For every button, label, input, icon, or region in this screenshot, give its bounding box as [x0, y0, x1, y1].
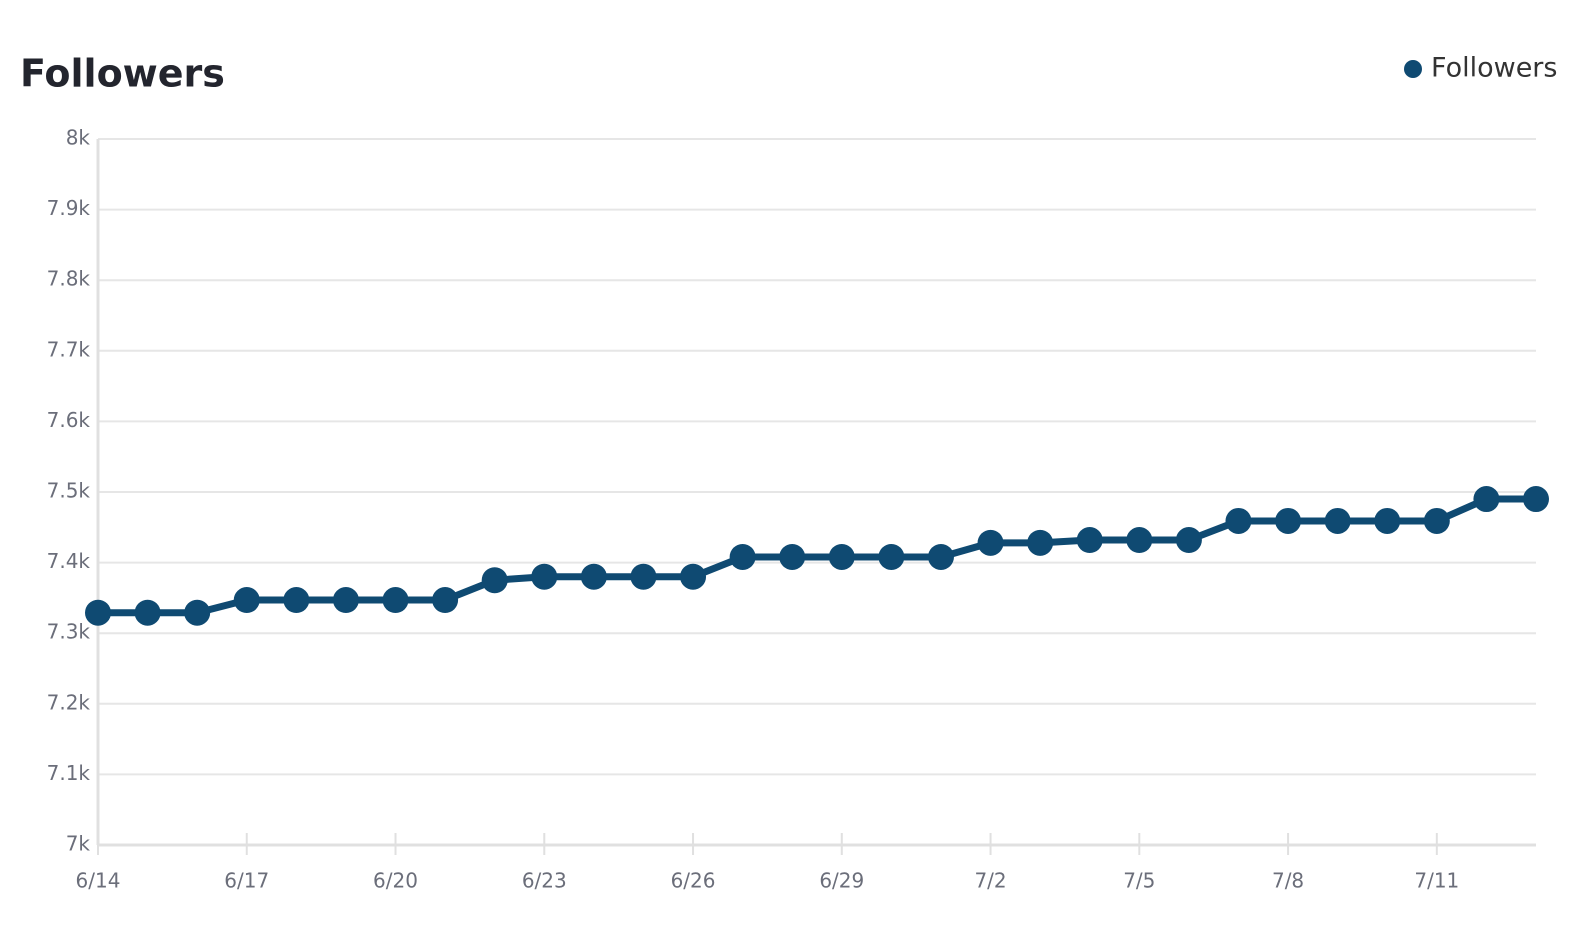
data-point	[1126, 527, 1153, 554]
x-tick-label: 7/8	[1272, 869, 1304, 893]
data-point	[729, 543, 756, 570]
data-point	[927, 543, 954, 570]
y-tick-label: 8k	[66, 126, 91, 150]
data-point	[233, 587, 260, 614]
data-point	[1374, 507, 1401, 534]
y-tick-label: 7.8k	[47, 267, 91, 291]
data-point	[531, 563, 558, 590]
y-tick-label: 7.7k	[47, 337, 91, 361]
data-point	[779, 543, 806, 570]
y-tick-label: 7.6k	[47, 408, 91, 432]
y-tick-label: 7k	[66, 832, 91, 856]
data-point	[580, 563, 607, 590]
data-point	[1225, 507, 1252, 534]
data-point	[878, 543, 905, 570]
x-tick-label: 6/23	[522, 869, 567, 893]
x-tick-label: 6/14	[76, 869, 121, 893]
data-point	[630, 563, 657, 590]
data-point	[134, 599, 161, 626]
legend-marker	[1404, 60, 1422, 78]
x-tick-label: 6/26	[671, 869, 716, 893]
data-point	[184, 599, 211, 626]
x-tick-label: 6/20	[373, 869, 418, 893]
data-point	[1076, 527, 1103, 554]
data-point	[1523, 486, 1549, 513]
x-tick-label: 7/2	[974, 869, 1006, 893]
data-point	[1473, 486, 1500, 513]
data-point	[1275, 507, 1302, 534]
data-point	[1027, 529, 1054, 556]
data-point	[85, 599, 111, 626]
legend-label: Followers	[1431, 53, 1557, 84]
y-tick-label: 7.9k	[47, 196, 91, 220]
data-point	[828, 543, 855, 570]
y-tick-label: 7.1k	[47, 761, 91, 785]
chart-title: Followers	[20, 52, 225, 96]
x-tick-label: 7/5	[1123, 869, 1155, 893]
x-tick-label: 6/29	[819, 869, 864, 893]
data-point	[977, 529, 1004, 556]
data-point	[481, 567, 508, 594]
y-tick-label: 7.4k	[47, 549, 91, 573]
data-point	[382, 587, 409, 614]
data-point	[283, 587, 310, 614]
data-point	[1423, 507, 1450, 534]
y-tick-label: 7.3k	[47, 620, 91, 644]
data-point	[680, 563, 707, 590]
y-tick-label: 7.5k	[47, 479, 91, 503]
series-line	[98, 495, 1536, 617]
y-tick-label: 7.2k	[47, 690, 91, 714]
data-point	[1175, 527, 1202, 554]
data-point	[432, 587, 459, 614]
data-point	[332, 587, 359, 614]
x-tick-label: 6/17	[224, 869, 269, 893]
x-tick-label: 7/11	[1414, 869, 1459, 893]
data-point	[1324, 507, 1351, 534]
